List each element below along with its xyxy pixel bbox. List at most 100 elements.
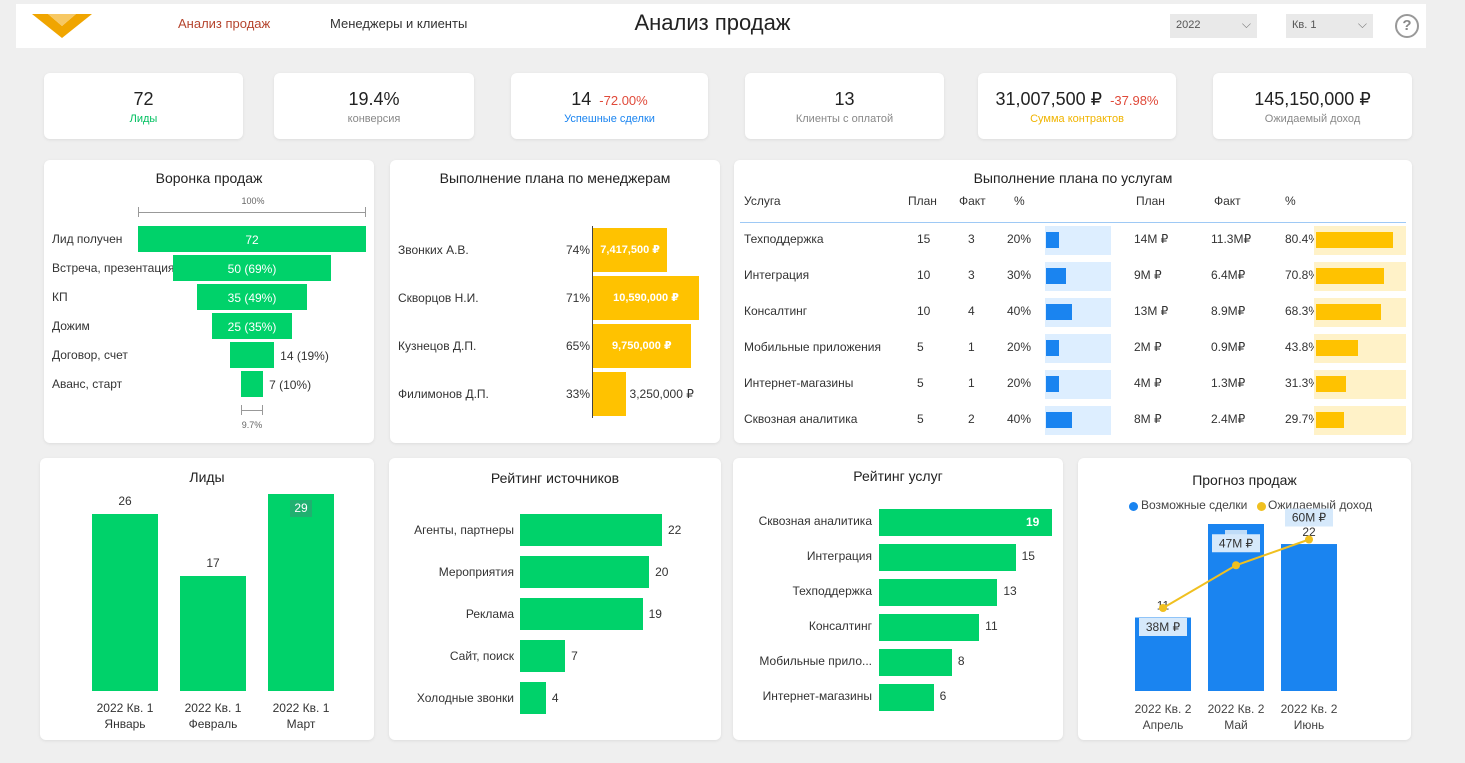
- funnel-scale-tick: [138, 207, 139, 217]
- kpi-expected-income: 145,150,000 ₽ Ожидаемый доход: [1213, 73, 1412, 139]
- legend-deals: Возможные сделки: [1141, 498, 1248, 512]
- service-plan-money: 14M ₽: [1134, 232, 1169, 246]
- service-pct: 40%: [1007, 412, 1032, 426]
- manager-name: Филимонов Д.П.: [398, 387, 489, 401]
- service-pct-money: 43.8%: [1285, 340, 1320, 354]
- kpi-label: Лиды: [129, 113, 158, 125]
- tab-sales-analysis-label: Анализ продаж: [178, 16, 271, 31]
- funnel-scale-tick: [241, 405, 242, 415]
- leads-bar-label: 29: [290, 500, 312, 517]
- service-fact: 3: [968, 268, 975, 282]
- service-name: Мобильные приложения: [744, 340, 881, 354]
- manager-bar: [593, 372, 626, 416]
- service-pct-bar: [1046, 376, 1060, 392]
- manager-bar-label: 3,250,000 ₽: [629, 387, 694, 401]
- service-money-bar: [1316, 340, 1358, 356]
- service-pct-bar: [1046, 304, 1073, 320]
- funnel-bar-label: 25 (35%): [227, 320, 277, 334]
- forecast-bar: [1281, 544, 1337, 691]
- funnel-bar: [240, 371, 264, 397]
- kpi-delta: -37.98%: [1110, 93, 1159, 108]
- funnel-scale-line: [138, 212, 366, 213]
- funnel-bar: [212, 313, 292, 339]
- source-name: Холодные звонки: [416, 691, 514, 705]
- source-name: Реклама: [465, 607, 514, 621]
- panel-title: Рейтинг источников: [490, 470, 620, 486]
- kpi-leads: 72 Лиды: [44, 73, 243, 139]
- service-pct: 20%: [1007, 232, 1032, 246]
- service-pct-money: 70.8%: [1285, 268, 1320, 282]
- service-name: Техподдержка: [744, 232, 824, 246]
- service-pct-bar: [1046, 268, 1066, 284]
- service-pct-money: 31.3%: [1285, 376, 1320, 390]
- forecast-x-label-year: 2022 Кв. 2: [1208, 702, 1265, 716]
- service-table-row: Консалтинг 10 4 40% 13M ₽ 8.9M₽ 68.3%: [734, 298, 1412, 330]
- tab-managers-clients-label: Менеджеры и клиенты: [330, 16, 468, 31]
- services-plan-panel: Выполнение плана по услугам Услуга План …: [734, 160, 1412, 443]
- col-header-pct-money: %: [1285, 194, 1296, 208]
- forecast-income-label-bg: [1285, 508, 1333, 527]
- source-value: 19: [648, 607, 662, 621]
- kpi-label: Сумма контрактов: [1030, 113, 1124, 125]
- service-table-row: Техподдержка 15 3 20% 14M ₽ 11.3M₽ 80.4%: [734, 226, 1412, 258]
- service-rating-bar: [879, 649, 952, 676]
- leads-x-label-month: Январь: [104, 717, 146, 731]
- funnel-stage-name: Дожим: [52, 319, 90, 333]
- funnel-bar: [138, 226, 366, 252]
- source-value: 20: [655, 565, 669, 579]
- funnel-bar-label: 35 (49%): [227, 291, 277, 305]
- funnel-stage-name: КП: [52, 290, 68, 304]
- tab-managers-clients[interactable]: Менеджеры и клиенты: [330, 16, 467, 31]
- manager-pct: 33%: [566, 387, 591, 401]
- leads-x-label-year: 2022 Кв. 1: [184, 701, 242, 715]
- forecast-x-label-month: Июнь: [1294, 718, 1325, 732]
- funnel-stage-name: Встреча, презентация: [52, 261, 175, 275]
- kpi-value: 19.4%: [348, 89, 400, 109]
- forecast-income-point: [1232, 561, 1240, 570]
- service-plan: 5: [917, 412, 924, 426]
- source-name: Агенты, партнеры: [414, 523, 514, 537]
- panel-title: Рейтинг услуг: [853, 468, 943, 484]
- service-pct-bar: [1046, 340, 1060, 356]
- forecast-income-label-bg: [1212, 534, 1260, 553]
- funnel-stage-name: Аванс, старт: [52, 377, 123, 391]
- col-header-pct: %: [1014, 194, 1025, 208]
- service-rating-name: Консалтинг: [808, 619, 872, 633]
- source-value: 22: [668, 523, 682, 537]
- service-rating-bar: [879, 509, 1052, 536]
- service-fact-money: 0.9M₽: [1211, 340, 1246, 354]
- company-logo: [32, 14, 92, 38]
- manager-bar: [593, 228, 668, 272]
- service-fact-money: 2.4M₽: [1211, 412, 1246, 426]
- service-pct: 20%: [1007, 340, 1032, 354]
- tab-sales-analysis[interactable]: Анализ продаж: [178, 16, 270, 31]
- year-select[interactable]: 2022 ⌵: [1170, 14, 1257, 38]
- funnel-bar: [229, 342, 275, 368]
- service-name: Сквозная аналитика: [744, 412, 858, 426]
- service-money-bar: [1316, 376, 1346, 392]
- help-icon[interactable]: ?: [1395, 14, 1419, 38]
- service-plan-money: 4M ₽: [1134, 376, 1162, 390]
- quarter-select[interactable]: Кв. 1 ⌵: [1286, 14, 1373, 38]
- col-header-plan-money: План: [1136, 194, 1165, 208]
- forecast-bar-label: 22: [1302, 525, 1316, 539]
- source-bar: [520, 556, 650, 588]
- forecast-income-point: [1159, 604, 1167, 612]
- col-header-plan: План: [908, 194, 937, 208]
- service-pct: 30%: [1007, 268, 1032, 282]
- manager-name: Скворцов Н.И.: [398, 291, 479, 305]
- funnel-top-pct: 100%: [241, 196, 265, 206]
- service-money-bar: [1316, 304, 1382, 320]
- service-name: Консалтинг: [744, 304, 808, 318]
- source-bar: [520, 640, 566, 672]
- manager-name: Кузнецов Д.П.: [398, 339, 477, 353]
- kpi-delta: -72.00%: [599, 93, 648, 108]
- kpi-label: Ожидаемый доход: [1264, 113, 1361, 125]
- manager-bar: [593, 324, 691, 368]
- kpi-label: Успешные сделки: [564, 113, 655, 125]
- kpi-label: Клиенты с оплатой: [795, 113, 894, 125]
- col-header-service: Услуга: [744, 194, 781, 208]
- service-fact-money: 8.9M₽: [1211, 304, 1246, 318]
- service-fact-money: 11.3M₽: [1211, 232, 1252, 246]
- kpi-successful-deals: 14 -72.00% Успешные сделки: [511, 73, 708, 139]
